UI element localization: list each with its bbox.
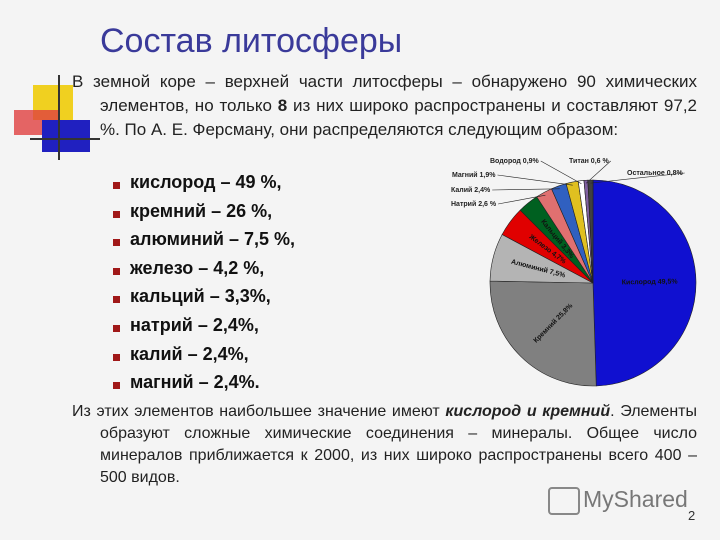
- bullet: [113, 267, 120, 275]
- bullet: [113, 210, 120, 218]
- slice-label: Магний 1,9%: [452, 171, 496, 179]
- text-bold: 8: [277, 96, 288, 115]
- bullet: [113, 182, 120, 189]
- leader-line: [585, 160, 611, 184]
- bullet-text: железо – 4,2 %,: [130, 257, 265, 278]
- bullet: [113, 239, 120, 247]
- deco-line: [30, 138, 100, 140]
- bullet: [113, 353, 120, 361]
- bullet: [113, 296, 120, 304]
- pie-slice: [489, 280, 597, 387]
- bullet: [113, 325, 120, 332]
- pie-slice: [592, 179, 697, 387]
- bullet-text: натрий – 2,4%,: [130, 315, 259, 335]
- bullet-text: кислород – 49 %,: [130, 172, 282, 192]
- bullet-text: кальций – 3,3%,: [130, 286, 271, 307]
- slice-label: Остальное 0,8%: [627, 170, 683, 177]
- outro: Из этих элементов наибольшее значение им…: [72, 401, 697, 489]
- slice-label: Калий 2,4%: [451, 186, 491, 194]
- leader-line: [540, 160, 582, 185]
- pie-slice: [587, 179, 594, 284]
- logo-icon: [548, 487, 580, 515]
- bullet: [113, 382, 120, 390]
- deco-line: [58, 75, 60, 160]
- page-number: 2: [688, 508, 696, 523]
- slice-label: Натрий 2,6 %: [451, 200, 497, 208]
- text: В земной коре – верхней части литосферы …: [72, 72, 697, 115]
- leader-line: [492, 188, 560, 191]
- text: . Элементы образуют сложные химические с…: [100, 403, 697, 486]
- text: Из этих элементов наибольшее значение им…: [72, 403, 446, 420]
- bullet-text: калий – 2,4%,: [130, 343, 249, 364]
- leader-line: [498, 194, 546, 205]
- bullet-text: магний – 2,4%.: [130, 372, 260, 393]
- leader-line: [497, 174, 573, 186]
- slice-label: Титан 0,6 %: [569, 158, 609, 165]
- intro: В земной коре – верхней части литосферы …: [72, 70, 697, 142]
- leader-line: [590, 172, 685, 184]
- text: из них широко распространены и составляю…: [100, 96, 697, 139]
- bullet-text: алюминий – 7,5 %,: [130, 229, 296, 250]
- deco-blue: [42, 120, 90, 152]
- text-emphasis: кислород и кремний: [445, 403, 611, 420]
- title: Состав литосферы: [100, 22, 403, 60]
- slice-label: Водород 0,9%: [490, 158, 540, 165]
- logo: MyShared: [583, 486, 688, 512]
- bullet-text: кремний – 26 %,: [130, 200, 273, 221]
- slice-label: Кислород 49,5%: [622, 279, 679, 287]
